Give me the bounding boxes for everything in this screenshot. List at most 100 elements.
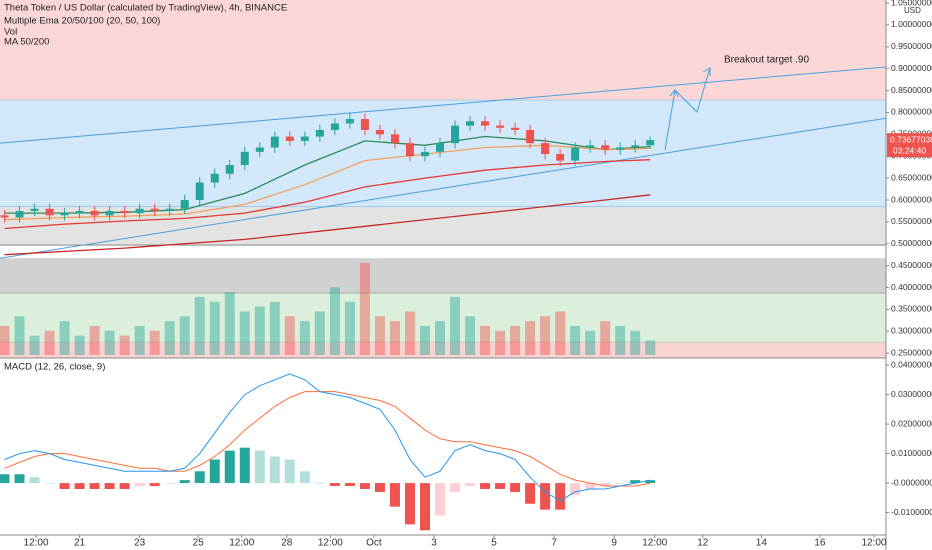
- volume-bar: [404, 311, 415, 355]
- macd-title: MACD (12, 26, close, 9): [4, 362, 105, 373]
- macd-histogram-bar: [299, 471, 310, 484]
- volume-bar: [615, 325, 626, 355]
- moving-average: [4, 135, 651, 214]
- macd-histogram-bar: [600, 483, 611, 487]
- macd-line: [4, 373, 651, 502]
- y-tick-label: 0.30000000: [891, 326, 932, 336]
- moving-average: [4, 144, 651, 221]
- price-zone: [0, 342, 886, 358]
- moving-average: [4, 194, 651, 256]
- y-tick-label: 0.40000000: [891, 282, 932, 292]
- time-axis-bg: [0, 535, 886, 550]
- y-tick-label: 0.90000000: [891, 63, 932, 73]
- price-zone: [0, 258, 886, 294]
- candle-body: [375, 129, 384, 135]
- y-tick-label: 0.45000000: [891, 260, 932, 270]
- y-tick-label: 0.60000000: [891, 194, 932, 204]
- candle-body: [496, 125, 505, 128]
- volume-bar: [0, 325, 10, 355]
- macd-histogram-bar: [149, 483, 160, 487]
- candle-body: [180, 200, 189, 209]
- x-tick-label: 3: [431, 538, 437, 549]
- macd-histogram-bar: [615, 483, 626, 484]
- macd-histogram-bar: [134, 483, 145, 487]
- y-tick-label: 0.95000000: [891, 41, 932, 51]
- macd-histogram-bar: [359, 483, 370, 489]
- volume-bar: [119, 335, 130, 355]
- price-zone: [0, 207, 886, 246]
- annotation: Breakout target .90: [724, 55, 809, 66]
- y-tick-label: 0.55000000: [891, 216, 932, 226]
- candle-body: [601, 145, 610, 150]
- macd-histogram-bar: [119, 483, 130, 489]
- candle-body: [225, 164, 234, 174]
- volume-bar: [239, 311, 250, 355]
- y-tick-label: 0.25000000: [891, 347, 932, 357]
- candle-body: [586, 145, 595, 148]
- x-tick-label: 7: [551, 538, 557, 549]
- volume-bar: [209, 301, 220, 355]
- currency: USD: [904, 6, 921, 15]
- candle-body: [360, 119, 369, 130]
- volume-bar: [585, 330, 596, 355]
- volume-bar: [179, 316, 190, 355]
- y-tick-label: 0.50000000: [891, 238, 932, 248]
- y-tick-label: 0.03000000: [891, 389, 932, 399]
- volume-bar: [434, 321, 445, 355]
- price-zone: [0, 293, 886, 343]
- y-tick-label: 0.35000000: [891, 304, 932, 314]
- candle-body: [466, 121, 475, 126]
- macd-histogram-bar: [14, 474, 25, 484]
- y-tick-label: 0.80000000: [891, 107, 932, 117]
- arrow-heads: [669, 67, 711, 98]
- macd-histogram-bar: [465, 483, 476, 487]
- volume-bar: [344, 301, 355, 355]
- x-tick-label: 5: [491, 538, 497, 549]
- macd-histogram-bar: [194, 471, 205, 484]
- symbol-title: Theta Token / US Dollar (calculated by T…: [4, 3, 287, 14]
- macd-histogram-bar: [540, 483, 551, 510]
- x-tick-label: 12: [697, 538, 709, 549]
- y-tick-label: 0.65000000: [891, 172, 932, 182]
- candle-body: [255, 147, 264, 152]
- volume-bar: [480, 325, 491, 355]
- candle-body: [556, 154, 565, 161]
- volume-bar: [14, 316, 25, 355]
- x-tick-label: 21: [74, 538, 86, 549]
- volume-bar: [269, 301, 280, 355]
- candle-body: [135, 208, 144, 214]
- y-tick-label: 0.02000000: [891, 418, 932, 428]
- candle-body: [451, 125, 460, 144]
- y-tick-label: 1.05000000: [891, 0, 932, 7]
- macd-histogram-bar: [284, 459, 295, 484]
- moving-average: [4, 159, 651, 230]
- volume-bar: [149, 330, 160, 355]
- candle-body: [30, 208, 39, 211]
- volume-bar: [104, 330, 115, 355]
- macd-histogram-bar: [314, 483, 325, 484]
- candle-body: [420, 151, 429, 157]
- macd-histogram-bar: [434, 483, 445, 516]
- candle-body: [315, 129, 324, 137]
- macd-histogram-bar: [269, 456, 280, 484]
- macd-histogram-bar: [645, 480, 656, 484]
- volume-bar: [329, 287, 340, 355]
- x-tick-label: 12:00: [318, 538, 343, 549]
- volume-bar: [389, 321, 400, 355]
- macd-histogram-bar: [525, 483, 536, 504]
- volume-bar: [254, 306, 265, 355]
- last-price-label: 0.73677038: [890, 134, 932, 144]
- volume-bar: [359, 263, 370, 355]
- candle-body: [345, 119, 354, 124]
- price-zone: [0, 100, 886, 208]
- volume-bar: [630, 330, 641, 355]
- candle-body: [646, 140, 655, 146]
- macd-histogram-bar: [389, 483, 400, 507]
- candle-body: [105, 210, 114, 216]
- volume-bar: [450, 296, 461, 355]
- candle-body: [390, 134, 399, 144]
- candle-body: [15, 210, 24, 218]
- signal-line: [4, 391, 651, 487]
- indicator-label: MA 50/200: [4, 37, 49, 48]
